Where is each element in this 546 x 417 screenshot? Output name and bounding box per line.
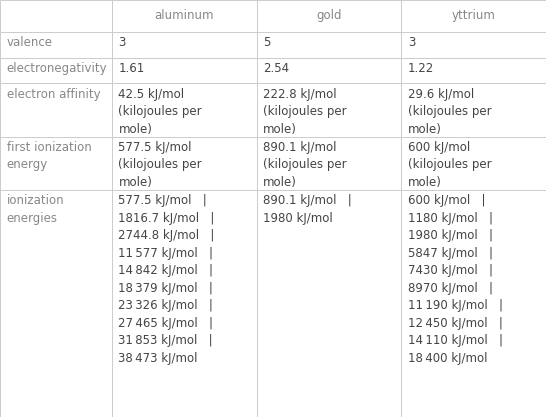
Text: aluminum: aluminum bbox=[155, 9, 214, 23]
Text: 3: 3 bbox=[118, 36, 126, 49]
Text: 42.5 kJ/mol
(kilojoules per
mole): 42.5 kJ/mol (kilojoules per mole) bbox=[118, 88, 202, 136]
Text: gold: gold bbox=[316, 9, 342, 23]
Text: 577.5 kJ/mol   |
1816.7 kJ/mol   |
2744.8 kJ/mol   |
11 577 kJ/mol   |
14 842 kJ: 577.5 kJ/mol | 1816.7 kJ/mol | 2744.8 kJ… bbox=[118, 194, 215, 365]
Text: first ionization
energy: first ionization energy bbox=[7, 141, 91, 171]
Text: electronegativity: electronegativity bbox=[7, 62, 107, 75]
Text: 890.1 kJ/mol
(kilojoules per
mole): 890.1 kJ/mol (kilojoules per mole) bbox=[263, 141, 347, 189]
Text: 600 kJ/mol   |
1180 kJ/mol   |
1980 kJ/mol   |
5847 kJ/mol   |
7430 kJ/mol   |
8: 600 kJ/mol | 1180 kJ/mol | 1980 kJ/mol |… bbox=[408, 194, 503, 365]
Text: 1.61: 1.61 bbox=[118, 62, 145, 75]
Text: electron affinity: electron affinity bbox=[7, 88, 100, 100]
Text: 600 kJ/mol
(kilojoules per
mole): 600 kJ/mol (kilojoules per mole) bbox=[408, 141, 491, 189]
Text: 1.22: 1.22 bbox=[408, 62, 434, 75]
Text: 222.8 kJ/mol
(kilojoules per
mole): 222.8 kJ/mol (kilojoules per mole) bbox=[263, 88, 347, 136]
Text: ionization
energies: ionization energies bbox=[7, 194, 64, 225]
Text: valence: valence bbox=[7, 36, 52, 49]
Text: 2.54: 2.54 bbox=[263, 62, 289, 75]
Text: 5: 5 bbox=[263, 36, 271, 49]
Text: 890.1 kJ/mol   |
1980 kJ/mol: 890.1 kJ/mol | 1980 kJ/mol bbox=[263, 194, 352, 225]
Text: 3: 3 bbox=[408, 36, 416, 49]
Text: 577.5 kJ/mol
(kilojoules per
mole): 577.5 kJ/mol (kilojoules per mole) bbox=[118, 141, 202, 189]
Text: 29.6 kJ/mol
(kilojoules per
mole): 29.6 kJ/mol (kilojoules per mole) bbox=[408, 88, 491, 136]
Text: yttrium: yttrium bbox=[452, 9, 496, 23]
